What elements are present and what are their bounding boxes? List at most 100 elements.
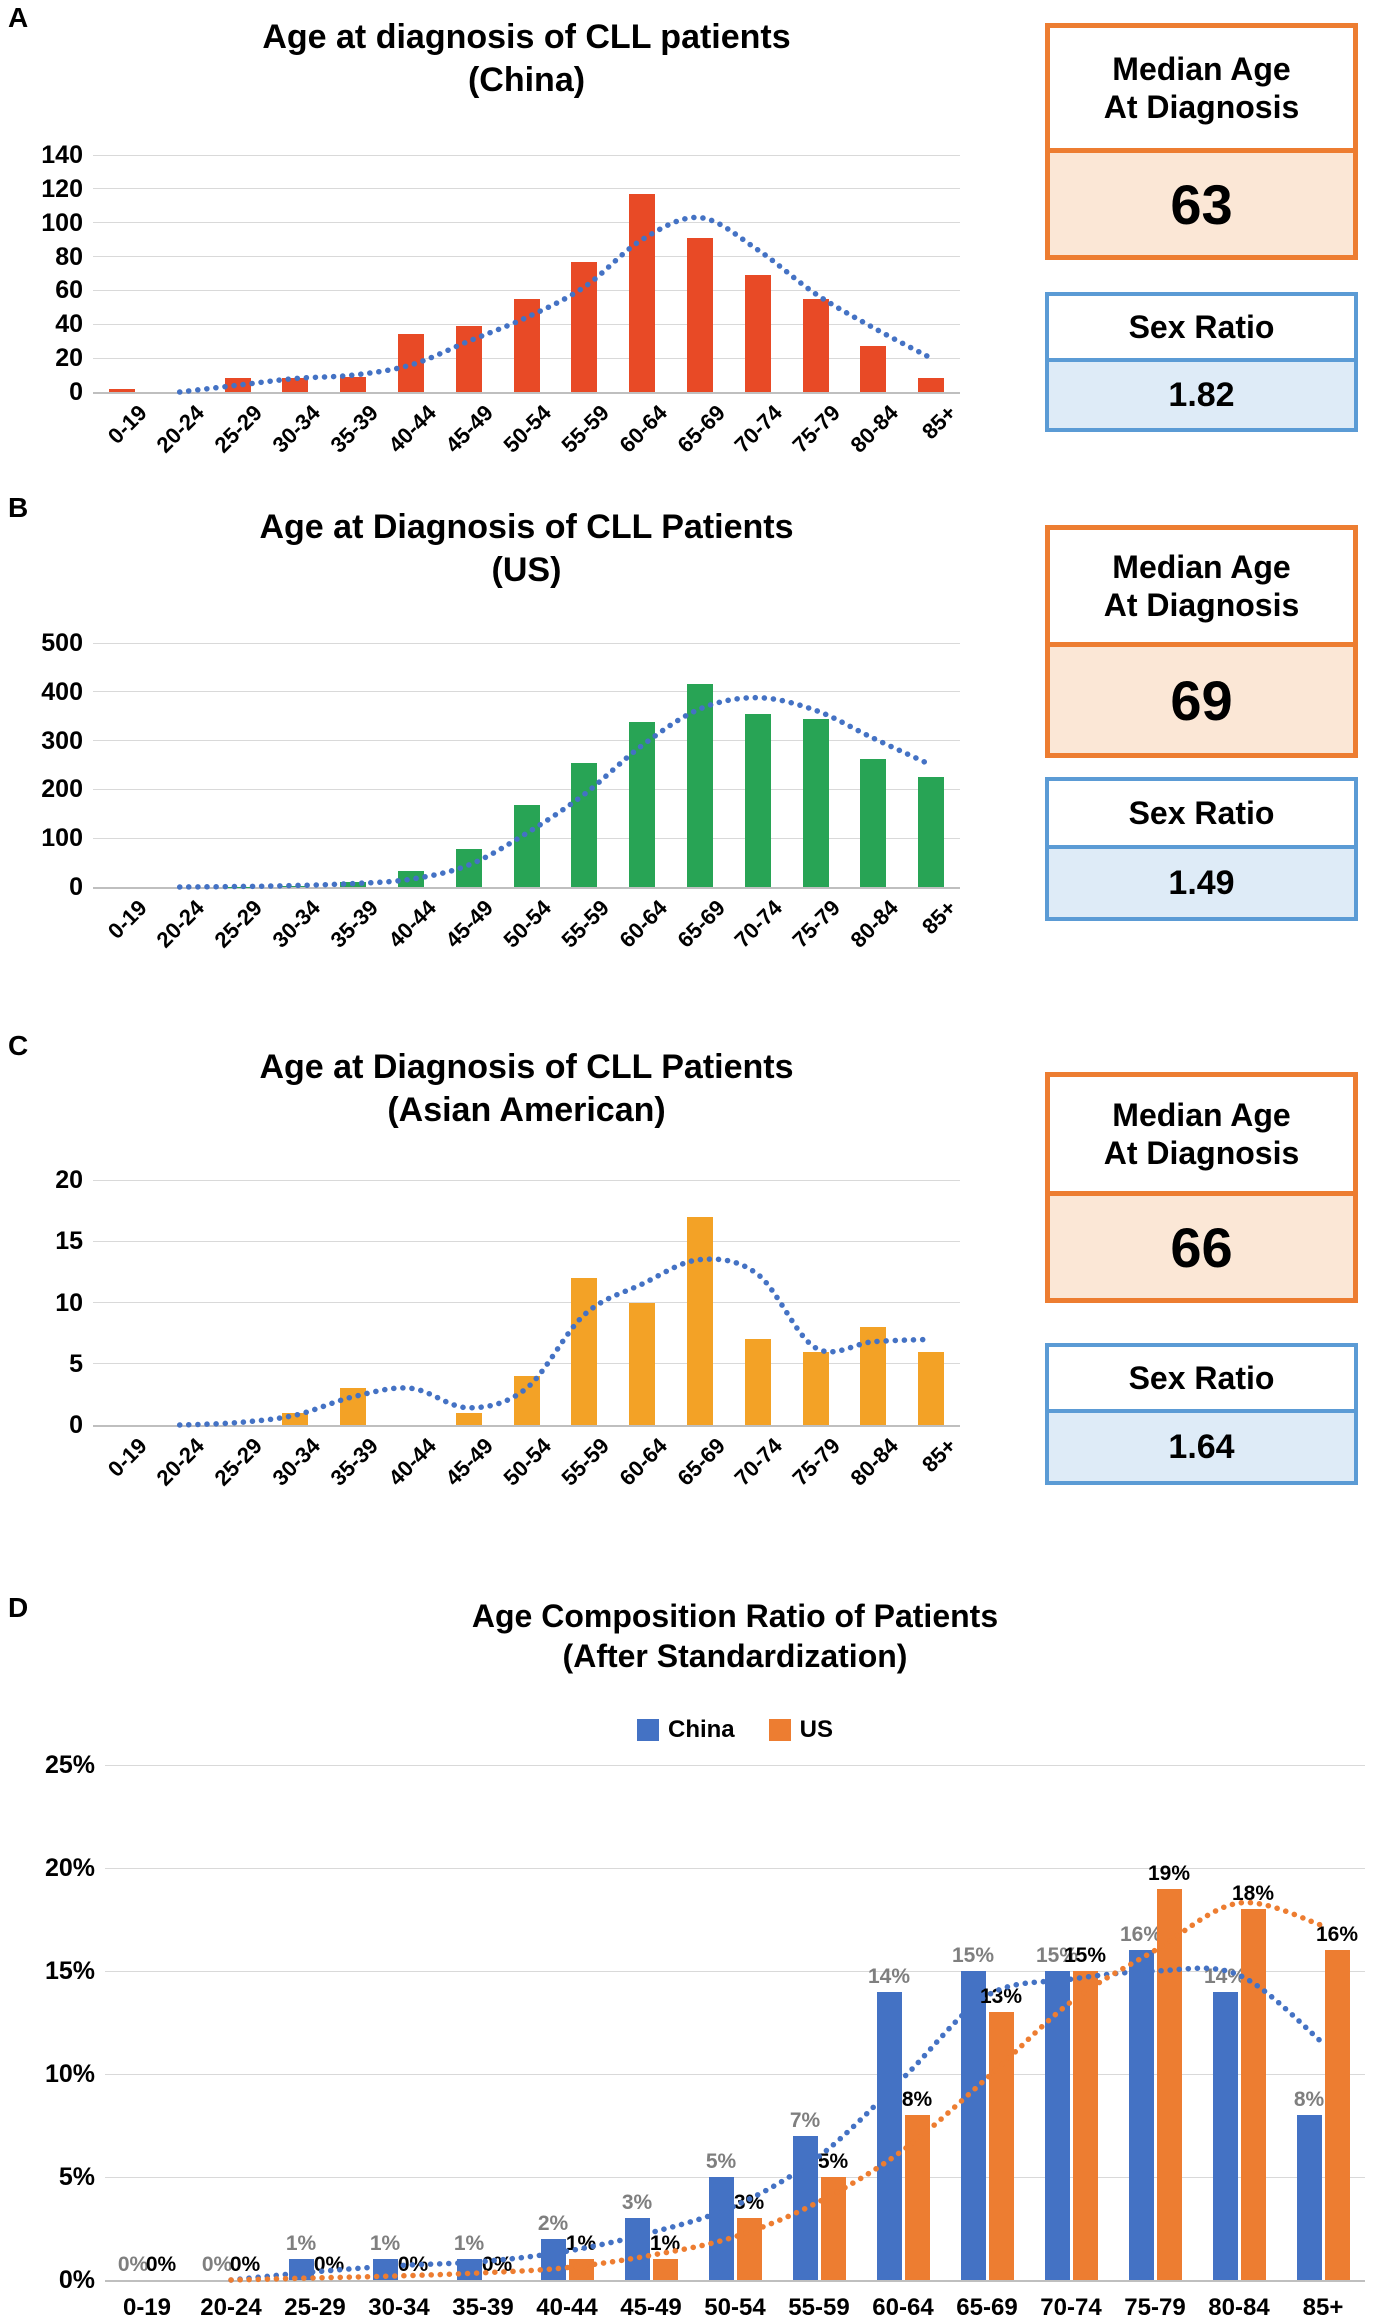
x-axis-label: 75-79 (1124, 2294, 1186, 2321)
bar (686, 1216, 713, 1425)
bar (224, 378, 251, 392)
x-axis-label: 20-24 (151, 895, 210, 953)
bar (1044, 1971, 1070, 2280)
x-axis-label: 45-49 (440, 895, 499, 953)
x-axis-label: 40-44 (536, 2294, 598, 2321)
x-axis-label: 80-84 (845, 400, 903, 458)
panel-c-sex-ratio-box: Sex Ratio 1.64 (1045, 1343, 1358, 1485)
bar (1240, 1909, 1266, 2280)
bar (571, 1278, 598, 1425)
bar-value-label: 5% (705, 2150, 737, 2173)
x-axis-label: 85+ (916, 895, 961, 940)
bar (455, 848, 482, 887)
gridline (105, 1867, 1365, 1869)
china-legend-swatch-icon (636, 1719, 659, 1741)
y-axis-tick-label: 100 (41, 824, 83, 853)
bar-value-label: 0% (481, 2253, 513, 2276)
bar-value-label: 1% (565, 2232, 597, 2256)
bar (744, 275, 771, 392)
gridline (93, 289, 960, 291)
legend-label-us: US (799, 1716, 833, 1743)
panel-a-title-block: Age at diagnosis of CLL patients (China) (93, 16, 960, 102)
y-axis-tick-label: 20 (55, 344, 83, 373)
x-axis-label: 20-24 (151, 1433, 210, 1491)
x-axis-label: 85+ (916, 1433, 961, 1478)
y-axis-tick-label: 20% (44, 1854, 95, 1882)
panel-c-subtitle: (Asian American) (387, 1090, 666, 1129)
x-axis-label: 50-54 (704, 2294, 766, 2321)
panel-c-median-value: 66 (1050, 1196, 1353, 1298)
x-axis-label: 60-64 (872, 2294, 934, 2321)
panel-a-sex-ratio-box: Sex Ratio 1.82 (1045, 292, 1358, 432)
bar-value-label: 16% (1315, 1923, 1359, 1947)
x-axis-label: 50-54 (498, 895, 557, 953)
panel-c-sex-ratio-title: Sex Ratio (1049, 1347, 1354, 1413)
x-axis-label: 65-69 (956, 2294, 1018, 2321)
bar (455, 325, 482, 392)
bar (876, 1991, 902, 2280)
x-axis-label: 75-79 (787, 895, 846, 953)
x-axis-label: 20-24 (200, 2294, 262, 2321)
panel-c-title: Age at Diagnosis of CLL Patients (259, 1048, 794, 1086)
bar-value-label: 3% (733, 2191, 765, 2215)
y-axis-tick-label: 60 (55, 276, 83, 305)
bar (340, 1388, 367, 1425)
y-axis-tick-label: 0 (69, 378, 83, 406)
panel-c-title-block: Age at Diagnosis of CLL Patients (Asian … (93, 1046, 960, 1132)
y-axis-tick-label: 5% (58, 2163, 95, 2191)
panel-c-sex-ratio-value: 1.64 (1049, 1413, 1354, 1481)
panel-b-title-block: Age at Diagnosis of CLL Patients (US) (93, 506, 960, 592)
x-axis-label: 35-39 (325, 895, 383, 953)
x-axis-label: 0-19 (102, 400, 152, 449)
bar-value-label: 0% (229, 2253, 261, 2276)
panel-c-median-box: Median Age At Diagnosis 66 (1045, 1072, 1358, 1303)
bar-value-label: 0% (145, 2253, 177, 2276)
bar (686, 684, 713, 887)
panel-d-subtitle: (After Standardization) (562, 1638, 908, 1675)
bar (1072, 1971, 1098, 2280)
panel-a-sex-ratio-value: 1.82 (1049, 362, 1354, 428)
y-axis-tick-label: 0 (69, 873, 83, 901)
bar (568, 2259, 594, 2280)
bar (1128, 1950, 1154, 2280)
y-axis-tick-label: 0% (58, 2266, 95, 2294)
bar (629, 722, 656, 887)
bar (918, 777, 945, 887)
panel-a-subtitle: (China) (467, 60, 586, 99)
bar (108, 388, 135, 392)
x-axis-label: 35-39 (452, 2294, 514, 2321)
y-axis-tick-label: 80 (55, 242, 83, 271)
bar (904, 2115, 930, 2280)
bar (513, 1376, 540, 1425)
x-axis-label: 65-69 (672, 1433, 730, 1491)
legend-item-china: China (636, 1716, 735, 1744)
x-axis-label: 80-84 (1208, 2294, 1270, 2321)
y-axis-tick-label: 15% (44, 1957, 95, 1985)
x-axis-label: 55-59 (556, 895, 614, 953)
x-axis-label: 70-74 (1040, 2294, 1102, 2321)
panel-c-median-title: Median Age At Diagnosis (1050, 1077, 1353, 1196)
bar (736, 2218, 762, 2280)
x-axis-label: 75-79 (787, 1433, 846, 1491)
y-axis-tick-label: 10% (44, 2060, 95, 2088)
bar (1324, 1950, 1350, 2280)
x-axis-label: 55-59 (556, 400, 614, 458)
x-axis-label: 40-44 (383, 400, 441, 458)
panel-a-plot: 0 20 40 60 80 100 120 140 0-19 20-24 25-29 30-34 35-… (41, 141, 961, 457)
bar-value-label: 3% (621, 2191, 653, 2215)
panel-c-plot: 0 5 10 15 20 0-19 20-24 25-29 30-34 35-39 40-44 45-… (55, 1166, 961, 1490)
y-axis-tick-label: 100 (41, 208, 83, 237)
x-axis-label: 35-39 (325, 400, 383, 458)
gridline (93, 222, 960, 224)
x-axis-label: 65-69 (672, 400, 730, 458)
x-axis-label: 40-44 (383, 1433, 441, 1491)
panel-b-sex-ratio-box: Sex Ratio 1.49 (1045, 777, 1358, 921)
bar (988, 2012, 1014, 2280)
y-axis-tick-label: 15 (55, 1227, 83, 1256)
panel-b-sex-ratio-value: 1.49 (1049, 849, 1354, 917)
gridline (93, 642, 960, 644)
y-axis-tick-label: 25% (44, 1751, 95, 1779)
legend-label-china: China (667, 1716, 735, 1743)
gridline (93, 1179, 960, 1181)
